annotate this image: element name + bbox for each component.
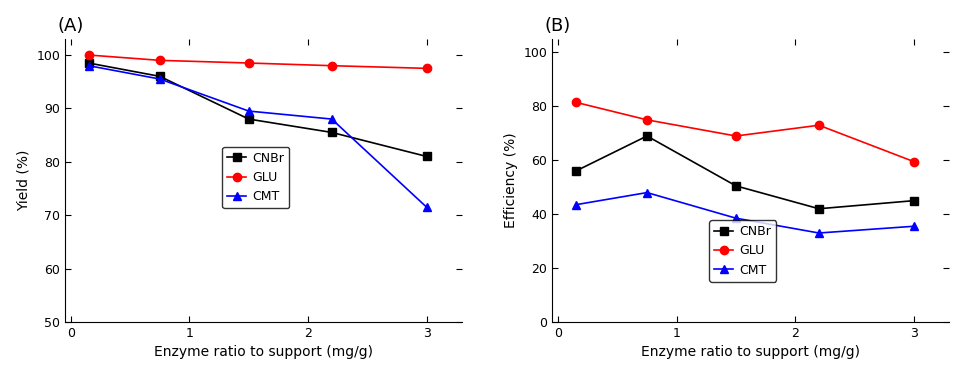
GLU xyxy=(242,61,254,65)
CMT xyxy=(242,109,254,113)
CNBr xyxy=(908,199,920,203)
GLU xyxy=(154,58,165,63)
CNBr xyxy=(421,154,433,159)
Line: CMT: CMT xyxy=(572,188,918,237)
CMT xyxy=(641,190,653,195)
CMT xyxy=(570,202,582,207)
Legend: CNBr, GLU, CMT: CNBr, GLU, CMT xyxy=(222,147,289,208)
CMT xyxy=(326,117,337,121)
Legend: CNBr, GLU, CMT: CNBr, GLU, CMT xyxy=(709,220,777,282)
CMT xyxy=(421,205,433,209)
Line: CNBr: CNBr xyxy=(84,59,431,161)
CNBr xyxy=(730,183,742,188)
Line: GLU: GLU xyxy=(84,51,431,73)
CNBr xyxy=(641,134,653,138)
CNBr xyxy=(83,61,95,65)
Text: (A): (A) xyxy=(57,17,83,35)
Line: CMT: CMT xyxy=(84,62,431,211)
Line: GLU: GLU xyxy=(572,98,918,166)
GLU xyxy=(908,159,920,164)
CMT xyxy=(730,216,742,220)
GLU xyxy=(326,64,337,68)
GLU xyxy=(83,53,95,57)
CMT xyxy=(908,224,920,229)
CNBr xyxy=(154,74,165,79)
CMT xyxy=(154,77,165,81)
GLU xyxy=(730,134,742,138)
GLU xyxy=(570,100,582,105)
GLU xyxy=(641,118,653,122)
X-axis label: Enzyme ratio to support (mg/g): Enzyme ratio to support (mg/g) xyxy=(641,345,861,359)
CMT xyxy=(83,64,95,68)
Text: (B): (B) xyxy=(544,17,571,35)
Y-axis label: Yield (%): Yield (%) xyxy=(16,150,31,211)
CNBr xyxy=(326,130,337,135)
Y-axis label: Efficiency (%): Efficiency (%) xyxy=(504,133,518,228)
CNBr xyxy=(242,117,254,121)
CNBr xyxy=(570,169,582,173)
GLU xyxy=(813,123,825,127)
X-axis label: Enzyme ratio to support (mg/g): Enzyme ratio to support (mg/g) xyxy=(154,345,373,359)
CNBr xyxy=(813,206,825,211)
Line: CNBr: CNBr xyxy=(572,132,918,213)
GLU xyxy=(421,66,433,71)
CMT xyxy=(813,231,825,235)
